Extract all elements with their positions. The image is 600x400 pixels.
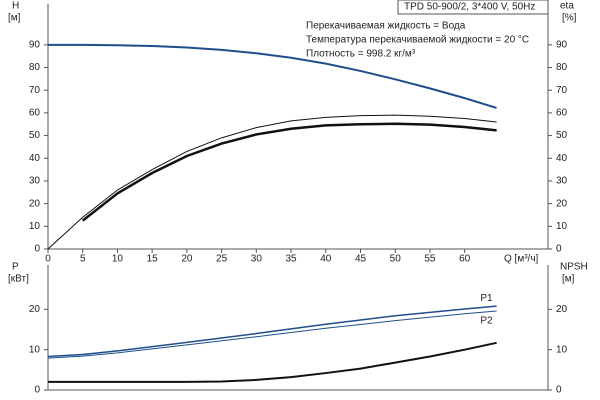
x-tick-label: 20: [181, 254, 193, 265]
x-tick-label: 10: [112, 254, 124, 265]
y2-tick-label: 20: [556, 304, 568, 315]
x-tick-label: 15: [147, 254, 159, 265]
y2-tick-label: 0: [556, 385, 562, 396]
series-line: [48, 341, 497, 383]
y-tick-label: 40: [29, 153, 41, 164]
y-tick-label: 60: [29, 108, 41, 119]
y-tick-label: 0: [34, 385, 40, 396]
y2-tick-label: 60: [556, 108, 568, 119]
x-tick-label: 60: [459, 254, 471, 265]
y-tick-label: 50: [29, 130, 41, 141]
y-tick-label: 70: [29, 85, 41, 96]
x-tick-label: 35: [285, 254, 297, 265]
y-tick-label: 80: [29, 62, 41, 73]
x-tick-label: 25: [216, 254, 228, 265]
series-label: P1: [480, 293, 493, 304]
y-tick-label: 20: [29, 304, 41, 315]
y2-axis-unit: [м]: [562, 274, 575, 285]
y2-tick-label: 10: [556, 344, 568, 355]
y-axis-label: P: [12, 262, 19, 273]
axis-frame: [47, 265, 549, 391]
y-tick-label: 30: [29, 176, 41, 187]
series-label: P2: [480, 316, 493, 327]
x-tick-label: 30: [251, 254, 263, 265]
x-tick-label: 5: [80, 254, 86, 265]
y2-axis-unit: [%]: [562, 13, 577, 24]
y2-tick-label: 20: [556, 198, 568, 209]
y2-tick-label: 0: [556, 244, 562, 255]
x-tick-label: 45: [355, 254, 367, 265]
y2-tick-label: 80: [556, 62, 568, 73]
y2-axis-label: eta: [560, 1, 574, 12]
annotation: Температура перекачиваемой жидкости = 20…: [306, 35, 529, 46]
x-tick-label: 40: [320, 254, 332, 265]
x-tick-label: 50: [390, 254, 402, 265]
y2-tick-label: 70: [556, 85, 568, 96]
y2-tick-label: 30: [556, 176, 568, 187]
series-line: [81, 122, 497, 222]
y-axis-label: H: [12, 1, 19, 12]
series-line: [47, 114, 497, 250]
y2-tick-label: 10: [556, 221, 568, 232]
y2-tick-label: 40: [556, 153, 568, 164]
y2-tick-label: 50: [556, 130, 568, 141]
x-tick-label: 0: [45, 254, 51, 265]
series-line: [47, 305, 497, 358]
y2-axis-label: NPSH: [560, 262, 588, 273]
y-axis-unit: [кВт]: [8, 274, 29, 285]
y-tick-label: 10: [29, 344, 41, 355]
y-tick-label: 20: [29, 198, 41, 209]
y-tick-label: 90: [29, 39, 41, 50]
y2-tick-label: 90: [556, 39, 568, 50]
y-axis-unit: [м]: [8, 13, 21, 24]
y-tick-label: 0: [34, 244, 40, 255]
y-tick-label: 10: [29, 221, 41, 232]
series-line: [48, 43, 497, 109]
x-axis-label: Q [м³/ч]: [504, 254, 539, 265]
axis-frame: [47, 4, 549, 250]
annotation: Перекачиваемая жидкость = Вода: [306, 21, 466, 32]
chart-title: TPD 50-900/2, 3*400 V, 50Hz: [404, 2, 535, 13]
series-line: [47, 310, 497, 359]
annotation: Плотность = 998.2 кг/м³: [306, 49, 416, 60]
x-tick-label: 55: [424, 254, 436, 265]
